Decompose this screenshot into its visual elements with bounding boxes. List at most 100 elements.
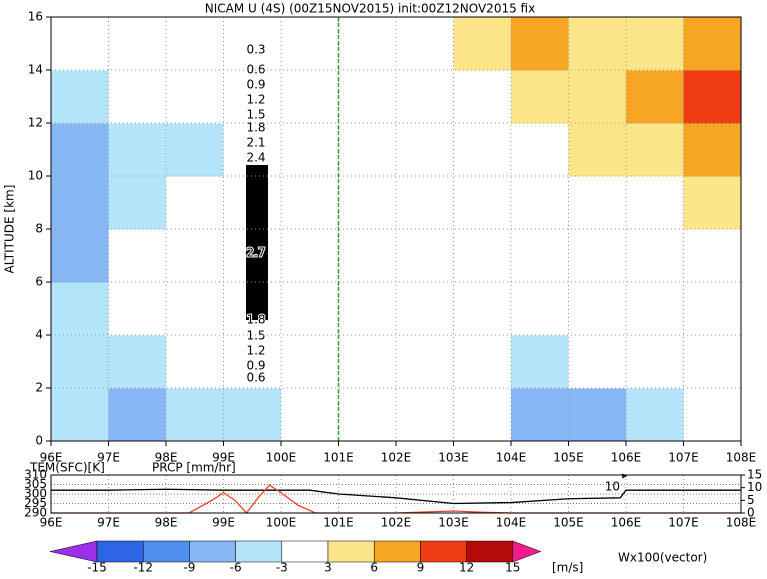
contour-cell [626, 123, 684, 177]
contour-cell [338, 282, 397, 336]
colorbar-unit: [m/s] [552, 561, 583, 575]
colorbar-label: -6 [230, 561, 242, 575]
contour-cell [166, 17, 224, 71]
x-tick-label: 100E [266, 516, 297, 530]
contour-cell [166, 229, 224, 283]
contour-cell [166, 388, 224, 442]
colorbar-label: 12 [459, 561, 474, 575]
contour-cell [396, 388, 454, 442]
profile-bar [246, 165, 268, 320]
y-tick-label: 2 [35, 381, 43, 395]
contour-cell [281, 229, 339, 283]
contour-cell [281, 123, 339, 177]
profile-label: 1.5 [246, 108, 265, 122]
contour-cell [683, 17, 742, 71]
contour-cell [51, 229, 109, 283]
contour-cell [453, 335, 512, 389]
x-tick-label: 98E [155, 451, 178, 465]
x-tick-label: 101E [323, 516, 354, 530]
contour-cell [626, 70, 684, 124]
contour-cell [568, 229, 627, 283]
contour-cell [511, 335, 569, 389]
contour-cell [683, 123, 742, 177]
y-tick-label: 310 [24, 468, 47, 482]
contour-cell [338, 70, 397, 124]
colorbar-segment [281, 540, 329, 563]
y2-tick-label: 10 [747, 480, 762, 494]
contour-cell [223, 17, 282, 71]
profile-label: 2.7 [246, 246, 265, 260]
contour-cell [568, 388, 627, 442]
contour-cell [51, 176, 109, 230]
y-tick-label: 6 [35, 275, 43, 289]
contour-cell [108, 176, 167, 230]
x-tick-label: 96E [40, 516, 63, 530]
contour-cell [511, 17, 569, 71]
colorbar-segment [49, 540, 98, 563]
y-tick-label: 8 [35, 222, 43, 236]
profile-label: 0.9 [246, 359, 265, 373]
contour-cell [568, 335, 627, 389]
profile-label: 1.8 [246, 121, 265, 135]
y2-tick-label: 0 [747, 506, 755, 520]
x-tick-label: 102E [381, 451, 412, 465]
contour-cell [568, 176, 627, 230]
x-tick-label: 99E [212, 451, 235, 465]
x-tick-label: 104E [496, 516, 527, 530]
contour-cell [338, 123, 397, 177]
profile-label: 2.1 [246, 136, 265, 150]
x-tick-label: 97E [97, 516, 120, 530]
colorbar-segment [512, 540, 542, 563]
y-axis-label: ALTITUDE [km] [3, 185, 17, 274]
y-tick-label: 12 [28, 116, 43, 130]
chart-title: NICAM U (4S) (00Z15NOV2015) init:00Z12NO… [205, 2, 535, 16]
contour-cell [453, 388, 512, 442]
x-tick-label: 105E [553, 516, 584, 530]
contour-cell [166, 70, 224, 124]
contour-cell [453, 123, 512, 177]
x-tick-label: 99E [212, 516, 235, 530]
contour-cell [568, 123, 627, 177]
contour-cell [223, 70, 282, 124]
plot-frame [50, 16, 742, 442]
contour-cell [511, 176, 569, 230]
contour-cell [511, 388, 569, 442]
contour-cell [338, 176, 397, 230]
contour-cell [511, 229, 569, 283]
x-tick-label: 98E [155, 516, 178, 530]
contour-cell [338, 229, 397, 283]
legend-label: TEM(SFC)[K] [29, 461, 105, 475]
colorbar-segment [327, 540, 375, 563]
contour-cell [166, 282, 224, 336]
x-tick-label: 107E [668, 516, 699, 530]
profile-label: 1.2 [246, 344, 265, 358]
y2-tick-label: 15 [747, 468, 762, 482]
y-tick-label: 10 [28, 169, 43, 183]
vector-note: Wx100(vector) [618, 551, 707, 565]
contour-cell [223, 388, 282, 442]
contour-cell [626, 282, 684, 336]
contour-cell [281, 17, 339, 71]
series-line [51, 484, 741, 515]
contour-cell [108, 123, 167, 177]
colorbar-segment [466, 540, 514, 563]
y-tick-label: 4 [35, 328, 43, 342]
contour-cell [108, 335, 167, 389]
contour-cell [281, 176, 339, 230]
contour-cell [511, 282, 569, 336]
contour-cell [166, 335, 224, 389]
plot-frame [50, 474, 742, 514]
contour-cell [396, 282, 454, 336]
colorbar-label: -12 [133, 561, 153, 575]
contour-cell [453, 176, 512, 230]
colorbar-label: -3 [276, 561, 288, 575]
x-tick-label: 103E [438, 516, 469, 530]
contour-cell [453, 70, 512, 124]
contour-cell [626, 17, 684, 71]
contour-cell [108, 388, 167, 442]
contour-cell [396, 229, 454, 283]
x-tick-label: 108E [726, 451, 757, 465]
contour-cell [683, 176, 742, 230]
contour-cell [453, 17, 512, 71]
